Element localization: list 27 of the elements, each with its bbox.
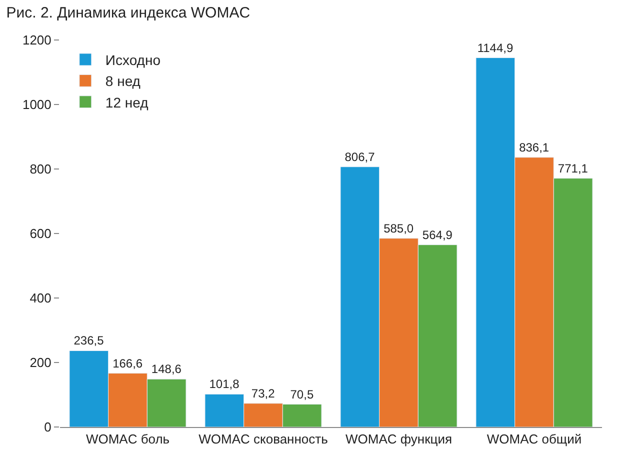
- legend-label: 12 нед: [105, 94, 148, 110]
- y-tick-label: 800: [30, 162, 52, 177]
- y-tick-label: 1000: [22, 97, 52, 112]
- data-label: 1144,9: [477, 40, 514, 55]
- data-label: 148,6: [151, 362, 182, 376]
- chart-title: Рис. 2. Динамика индекса WOMAC: [6, 4, 250, 22]
- data-label: 101,8: [209, 377, 240, 392]
- x-tick-label: WOMAC общий: [486, 432, 582, 447]
- data-label: 73,2: [251, 386, 276, 400]
- y-tick-label: 600: [30, 226, 52, 242]
- legend-label: 8 нед: [105, 73, 140, 90]
- data-label: 806,7: [344, 150, 376, 164]
- data-label: 564,9: [422, 228, 453, 242]
- y-tick-label: 0: [44, 420, 52, 435]
- data-label: 236,5: [74, 334, 104, 348]
- y-tick-label: 400: [30, 290, 52, 306]
- data-label: 836,1: [519, 140, 550, 154]
- data-label: 166,6: [112, 356, 143, 370]
- y-tick-label: 200: [30, 355, 52, 370]
- y-tick-label: 1200: [22, 32, 52, 48]
- data-label: 585,0: [384, 221, 414, 236]
- x-tick-label: WOMAC боль: [86, 432, 170, 447]
- data-label: 771,1: [558, 161, 588, 176]
- x-tick-label: WOMAC функция: [345, 432, 452, 447]
- x-tick-label: WOMAC скованность: [198, 432, 328, 447]
- data-label: 70,5: [290, 387, 314, 402]
- legend-label: Исходно: [105, 52, 161, 68]
